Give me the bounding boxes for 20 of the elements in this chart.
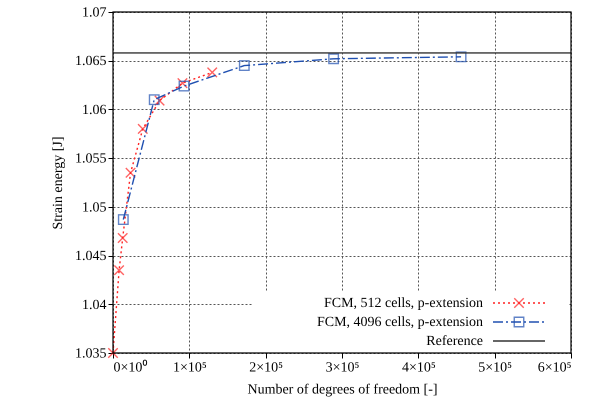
- x-axis-title: Number of degrees of freedom [-]: [247, 382, 438, 398]
- x-tick-label: 3×10⁵: [326, 360, 360, 376]
- x-tick-label: 0×10⁰: [114, 360, 148, 376]
- y-tick-label: 1.035: [75, 346, 106, 362]
- y-tick-label: 1.04: [82, 298, 106, 313]
- y-tick-label: 1.07: [82, 6, 106, 20]
- legend-label: Reference: [426, 334, 483, 349]
- x-tick-label: 1×10⁵: [172, 360, 207, 376]
- x-tick-label: 6×10⁵: [538, 360, 572, 376]
- x-tick-label: 2×10⁵: [249, 360, 284, 376]
- legend-label: FCM, 4096 cells, p-extension: [316, 315, 483, 330]
- y-tick-label: 1.045: [75, 249, 106, 264]
- legend-label: FCM, 512 cells, p-extension: [324, 296, 483, 311]
- y-tick-label: 1.05: [82, 200, 106, 216]
- x-tick-label: 4×10⁵: [402, 360, 436, 376]
- y-axis-title: Strain energy [J]: [51, 136, 66, 230]
- y-tick-label: 1.06: [82, 102, 106, 118]
- x-tick-label: 5×10⁵: [478, 360, 512, 376]
- y-tick-label: 1.055: [75, 152, 106, 167]
- y-tick-label: 1.065: [75, 54, 106, 70]
